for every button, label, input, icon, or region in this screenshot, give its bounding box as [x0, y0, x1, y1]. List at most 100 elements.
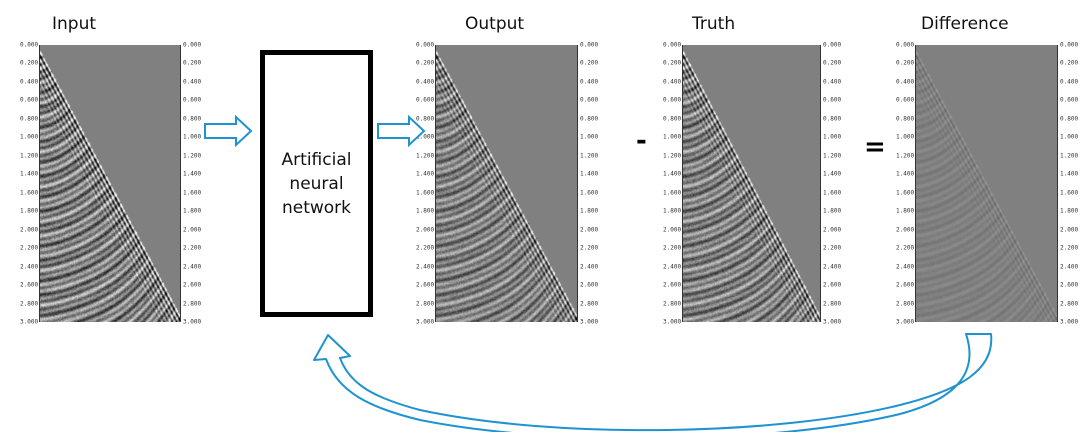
axis-tick-label: 2.000 [1060, 226, 1079, 234]
axis-tick-label: 2.800 [183, 300, 202, 308]
axis-tick-label: 0.600 [416, 96, 435, 104]
axis-tick-label: 2.200 [896, 244, 915, 252]
axis-tick-label: 0.400 [20, 78, 39, 86]
axis-tick-label: 2.000 [580, 226, 599, 234]
truth-axis-left: 0.000 0.200 0.400 0.600 0.800 1.000 1.200 1.400… [663, 41, 685, 326]
axis-tick-label: 1.600 [896, 189, 915, 197]
axis-tick-label: 1.800 [183, 207, 202, 215]
axis-tick-label: 2.200 [823, 244, 842, 252]
axis-tick-label: 0.000 [580, 41, 599, 49]
axis-tick-label: 1.000 [20, 133, 39, 141]
axis-tick-label: 0.400 [1060, 78, 1079, 86]
axis-tick-label: 2.600 [663, 281, 682, 289]
axis-line [39, 45, 40, 322]
axis-tick-label: 2.200 [183, 244, 202, 252]
axis-tick-label: 0.000 [1060, 41, 1079, 49]
axis-tick-label: 0.600 [823, 96, 842, 104]
axis-line [577, 45, 578, 322]
axis-tick-label: 1.200 [896, 152, 915, 160]
axis-tick-label: 1.600 [823, 189, 842, 197]
axis-tick-label: 0.200 [580, 59, 599, 67]
axis-tick-label: 2.200 [1060, 244, 1079, 252]
axis-tick-label: 1.000 [823, 133, 842, 141]
axis-tick-label: 0.800 [823, 115, 842, 123]
axis-tick-label: 0.800 [663, 115, 682, 123]
axis-tick-label: 1.600 [20, 189, 39, 197]
axis-tick-label: 0.600 [20, 96, 39, 104]
axis-tick-label: 1.000 [580, 133, 599, 141]
axis-tick-label: 1.200 [416, 152, 435, 160]
axis-tick-label: 1.000 [1060, 133, 1079, 141]
equals-operator: = [864, 132, 886, 162]
axis-tick-label: 1.000 [896, 133, 915, 141]
axis-tick-label: 1.600 [183, 189, 202, 197]
axis-tick-label: 2.800 [580, 300, 599, 308]
axis-tick-label: 2.400 [1060, 263, 1079, 271]
axis-tick-label: 0.800 [896, 115, 915, 123]
axis-tick-label: 0.200 [896, 59, 915, 67]
axis-tick-label: 1.000 [663, 133, 682, 141]
neural-network-label: Artificial neural network [281, 149, 352, 218]
axis-tick-label: 2.800 [1060, 300, 1079, 308]
axis-tick-label: 0.200 [1060, 59, 1079, 67]
axis-tick-label: 2.600 [416, 281, 435, 289]
difference-axis-left: 0.000 0.200 0.400 0.600 0.800 1.000 1.200 1.400… [896, 41, 918, 326]
output-axis-left: 0.000 0.200 0.400 0.600 0.800 1.000 1.200 1.400… [416, 41, 438, 326]
axis-line [682, 45, 683, 322]
axis-tick-label: 2.000 [823, 226, 842, 234]
axis-tick-label: 1.600 [580, 189, 599, 197]
axis-tick-label: 3.000 [1060, 318, 1079, 326]
axis-tick-label: 3.000 [823, 318, 842, 326]
axis-tick-label: 2.200 [663, 244, 682, 252]
axis-tick-label: 2.000 [20, 226, 39, 234]
axis-tick-label: 1.200 [1060, 152, 1079, 160]
axis-tick-label: 2.400 [183, 263, 202, 271]
axis-tick-label: 2.800 [663, 300, 682, 308]
axis-tick-label: 2.000 [183, 226, 202, 234]
axis-tick-label: 0.000 [663, 41, 682, 49]
axis-tick-label: 3.000 [580, 318, 599, 326]
arrow-right-icon [377, 114, 426, 148]
axis-tick-label: 1.800 [1060, 207, 1079, 215]
axis-tick-label: 2.400 [580, 263, 599, 271]
axis-tick-label: 2.800 [416, 300, 435, 308]
axis-tick-label: 0.800 [20, 115, 39, 123]
axis-line [180, 45, 181, 322]
axis-tick-label: 1.400 [896, 170, 915, 178]
output-axis-right: 0.000 0.200 0.400 0.600 0.800 1.000 1.200 1.400… [580, 41, 602, 326]
difference-seismic-panel [916, 45, 1057, 322]
axis-tick-label: 2.600 [1060, 281, 1079, 289]
axis-tick-label: 0.400 [663, 78, 682, 86]
axis-tick-label: 1.800 [416, 207, 435, 215]
axis-tick-label: 0.000 [416, 41, 435, 49]
axis-tick-label: 2.000 [896, 226, 915, 234]
axis-tick-label: 2.400 [823, 263, 842, 271]
axis-tick-label: 2.800 [20, 300, 39, 308]
axis-tick-label: 2.600 [896, 281, 915, 289]
axis-tick-label: 2.200 [580, 244, 599, 252]
axis-tick-label: 2.400 [20, 263, 39, 271]
axis-tick-label: 0.400 [416, 78, 435, 86]
axis-tick-label: 1.200 [663, 152, 682, 160]
axis-tick-label: 1.200 [20, 152, 39, 160]
minus-operator: - [636, 126, 647, 156]
axis-tick-label: 3.000 [20, 318, 39, 326]
axis-tick-label: 1.600 [416, 189, 435, 197]
axis-tick-label: 1.200 [183, 152, 202, 160]
axis-tick-label: 1.000 [183, 133, 202, 141]
axis-tick-label: 2.000 [663, 226, 682, 234]
axis-tick-label: 0.000 [823, 41, 842, 49]
axis-tick-label: 0.400 [183, 78, 202, 86]
axis-tick-label: 1.800 [896, 207, 915, 215]
axis-tick-label: 2.200 [20, 244, 39, 252]
axis-tick-label: 0.800 [183, 115, 202, 123]
axis-tick-label: 1.800 [20, 207, 39, 215]
axis-tick-label: 2.400 [663, 263, 682, 271]
axis-tick-label: 0.200 [663, 59, 682, 67]
axis-tick-label: 0.000 [896, 41, 915, 49]
input-axis-right: 0.000 0.200 0.400 0.600 0.800 1.000 1.200 1.400… [183, 42, 205, 326]
axis-tick-label: 0.200 [20, 59, 39, 67]
axis-tick-label: 0.200 [823, 59, 842, 67]
axis-tick-label: 0.800 [580, 115, 599, 123]
axis-tick-label: 1.400 [580, 170, 599, 178]
